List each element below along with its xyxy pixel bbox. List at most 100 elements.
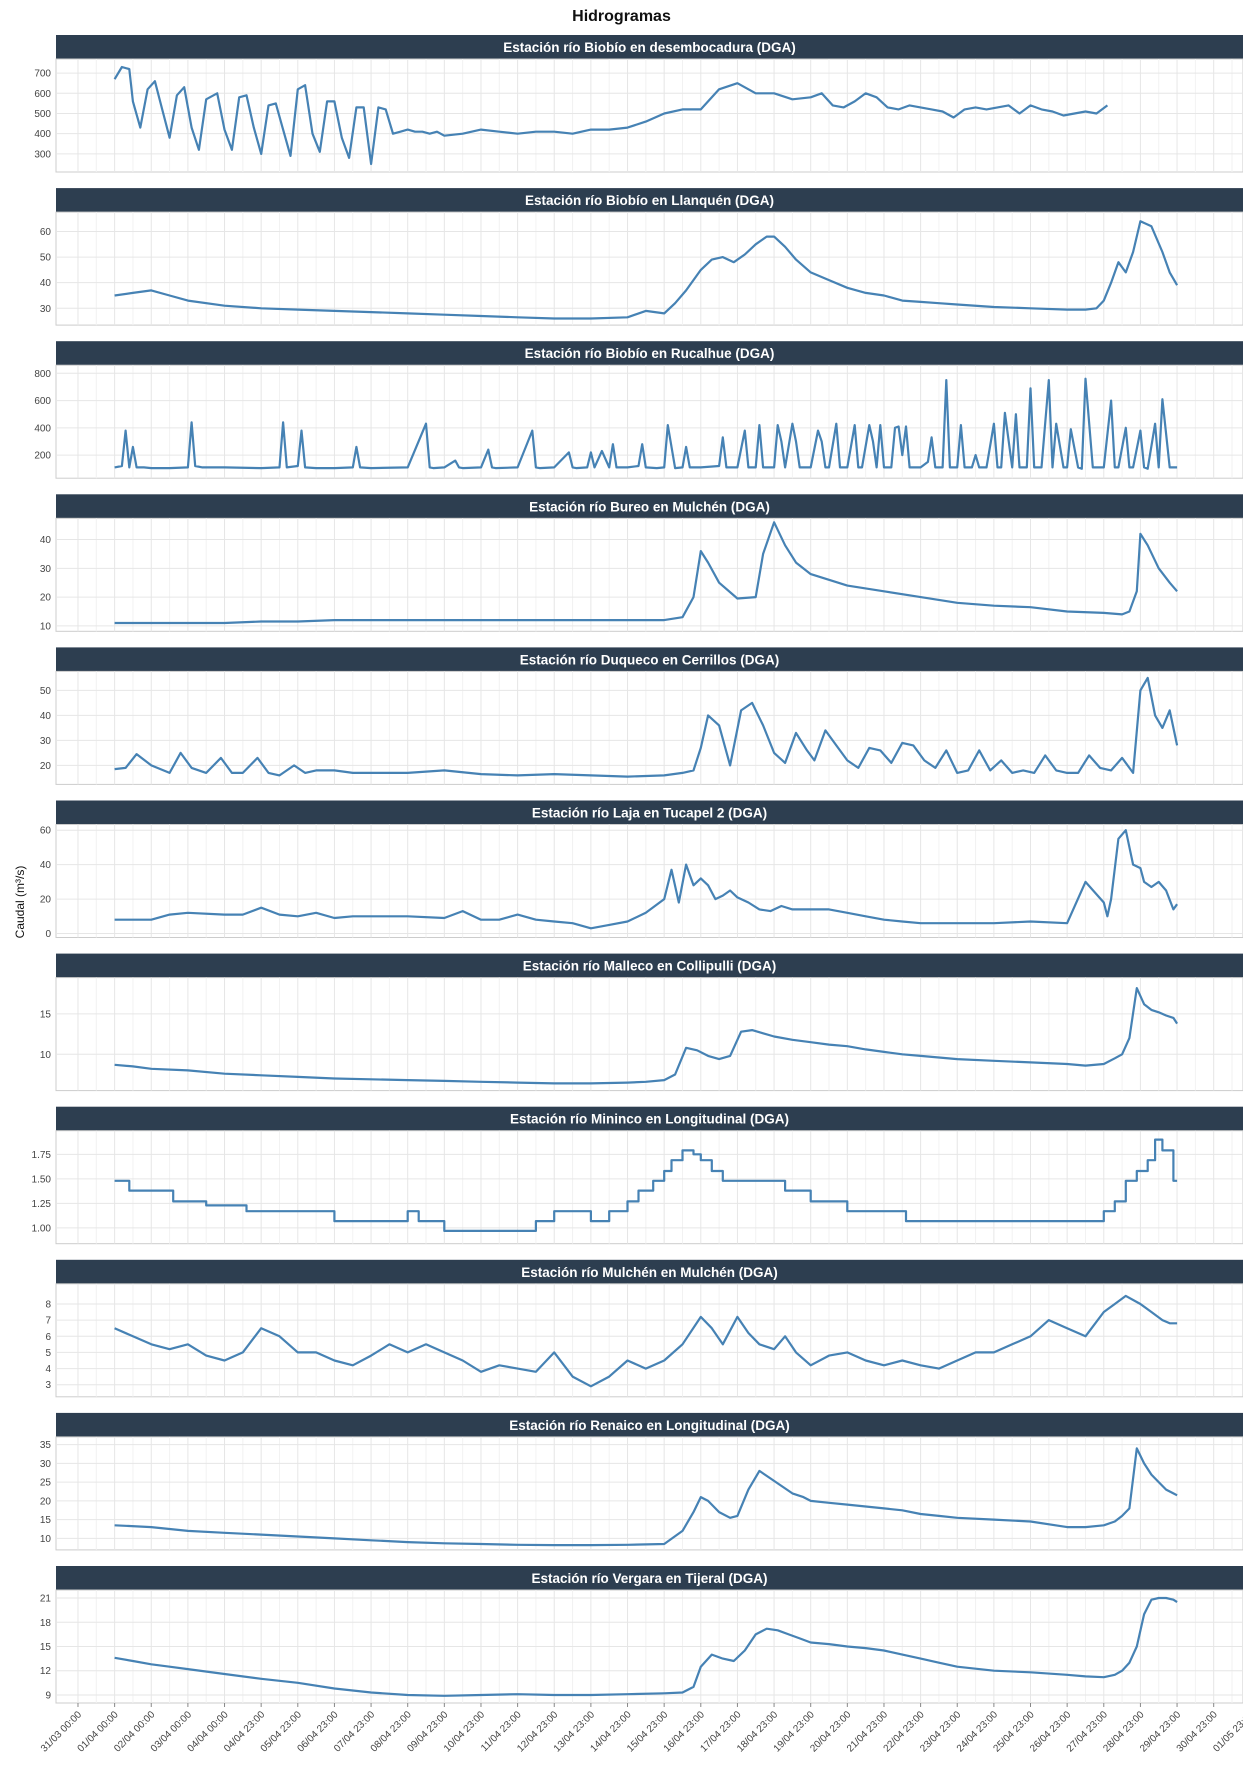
y-tick-label: 25 [40, 1478, 52, 1489]
panel-1: Estación río Biobío en Llanquén (DGA) 30 4… [40, 188, 1243, 326]
y-tick-label: 10 [40, 621, 52, 632]
y-tick-label: 9 [45, 1690, 51, 1701]
panel-8: Estación río Mulchén en Mulchén (DGA) 3 4 5… [45, 1259, 1243, 1398]
y-tick-label: 30 [40, 304, 52, 315]
panel-6: Estación río Malleco en Collipulli (DGA)… [40, 953, 1243, 1092]
panel-strip [56, 1106, 1243, 1131]
y-tick-label: 30 [40, 736, 52, 747]
y-tick-label: 3 [45, 1380, 51, 1391]
panel-strip [56, 1412, 1243, 1437]
panel-10: Estación río Vergara en Tijeral (DGA) 9 12… [40, 1566, 1243, 1704]
flow-series-line [114, 1596, 1178, 1697]
page-title: Hidrogramas [572, 8, 671, 25]
plot-area [55, 211, 1243, 326]
y-tick-label: 15 [40, 1009, 52, 1020]
y-tick-label: 15 [40, 1642, 52, 1653]
flow-series-line [114, 1138, 1178, 1232]
plot-area [55, 1130, 1243, 1245]
panel-strip [56, 953, 1243, 978]
panel-title: Estación río Bureo en Mulchén (DGA) [529, 499, 770, 514]
y-tick-label: 21 [40, 1594, 52, 1605]
y-tick-label: 30 [40, 564, 52, 575]
plot-area [55, 58, 1243, 173]
plot-area [55, 977, 1243, 1092]
flow-series-line [114, 829, 1178, 930]
panel-strip [56, 188, 1243, 213]
y-tick-label: 60 [40, 826, 52, 837]
panel-title: Estación río Laja en Tucapel 2 (DGA) [532, 806, 767, 821]
panel-strip [56, 35, 1243, 59]
y-tick-label: 0 [45, 929, 51, 940]
y-tick-label: 18 [40, 1618, 52, 1629]
plot-area [55, 1436, 1243, 1551]
panel-3: Estación río Bureo en Mulchén (DGA) 10 20 3… [40, 494, 1243, 632]
flow-series-line [114, 377, 1178, 470]
plot-area [55, 364, 1243, 479]
panel-title: Estación río Malleco en Collipulli (DGA) [523, 959, 777, 974]
y-tick-label: 700 [34, 69, 51, 80]
y-tick-label: 15 [40, 1515, 52, 1526]
y-tick-label: 20 [40, 593, 52, 604]
y-tick-label: 40 [40, 860, 52, 871]
y-tick-label: 50 [40, 686, 52, 697]
panel-title: Estación río Mininco en Longitudinal (DG… [510, 1112, 789, 1127]
flow-series-line [114, 987, 1179, 1085]
plot-area [55, 670, 1243, 785]
y-tick-label: 7 [45, 1316, 51, 1327]
plot-area [55, 824, 1243, 938]
y-tick-label: 10 [40, 1534, 52, 1545]
y-tick-label: 500 [34, 109, 51, 120]
panel-strip [56, 1566, 1243, 1590]
y-tick-label: 5 [45, 1348, 51, 1359]
flow-series-line [113, 65, 1109, 166]
panel-strip [56, 341, 1243, 366]
y-tick-label: 50 [40, 253, 52, 264]
panel-title: Estación río Biobío en Rucalhue (DGA) [525, 346, 775, 361]
panel-title: Estación río Mulchén en Mulchén (DGA) [521, 1265, 778, 1280]
y-tick-label: 1.50 [32, 1174, 52, 1185]
panel-title: Estación río Vergara en Tijeral (DGA) [531, 1571, 767, 1586]
y-tick-label: 600 [34, 396, 51, 407]
panel-9: Estación río Renaico en Longitudinal (DG… [40, 1412, 1243, 1551]
y-tick-label: 20 [40, 761, 52, 772]
panel-title: Estación río Duqueco en Cerrillos (DGA) [520, 652, 780, 667]
y-tick-label: 6 [45, 1332, 51, 1343]
y-tick-label: 600 [34, 89, 51, 100]
y-tick-label: 10 [40, 1050, 52, 1061]
y-tick-label: 40 [40, 711, 52, 722]
y-tick-label: 800 [34, 369, 51, 380]
y-tick-label: 20 [40, 1496, 52, 1507]
panel-strip [56, 800, 1243, 825]
panel-strip [56, 1259, 1243, 1284]
y-tick-label: 20 [40, 895, 52, 906]
y-tick-label: 400 [34, 129, 51, 140]
y-tick-label: 1.00 [32, 1223, 52, 1234]
panel-5: Estación río Laja en Tucapel 2 (DGA) 0 20 4… [40, 800, 1243, 940]
y-tick-label: 4 [45, 1364, 51, 1375]
flow-series-line [114, 1447, 1178, 1547]
panel-title: Estación río Biobío en desembocadura (DG… [503, 40, 796, 55]
panel-strip [56, 494, 1243, 519]
panel-title: Estación río Biobío en Llanquén (DGA) [525, 193, 774, 208]
panel-2: Estación río Biobío en Rucalhue (DGA) 200… [34, 341, 1243, 479]
plot-area [55, 1283, 1243, 1398]
y-tick-label: 1.75 [32, 1150, 52, 1161]
y-tick-label: 300 [34, 149, 51, 160]
panel-7: Estación río Mininco en Longitudinal (DG… [32, 1106, 1243, 1245]
panel-0: Estación río Biobío en desembocadura (DG… [34, 35, 1243, 173]
flow-series-line [114, 220, 1179, 320]
y-tick-label: 40 [40, 535, 52, 546]
y-tick-label: 35 [40, 1440, 52, 1451]
y-tick-label: 400 [34, 423, 51, 434]
panel-4: Estación río Duqueco en Cerrillos (DGA) 2… [40, 647, 1243, 785]
flow-series-line [114, 521, 1178, 625]
y-tick-label: 8 [45, 1299, 51, 1310]
panel-title: Estación río Renaico en Longitudinal (DG… [509, 1418, 790, 1433]
y-tick-label: 12 [40, 1666, 52, 1677]
y-tick-label: 200 [34, 451, 51, 462]
y-tick-label: 40 [40, 278, 52, 289]
panel-strip [56, 647, 1243, 672]
flow-series-line [114, 1294, 1178, 1388]
y-tick-label: 60 [40, 227, 52, 238]
